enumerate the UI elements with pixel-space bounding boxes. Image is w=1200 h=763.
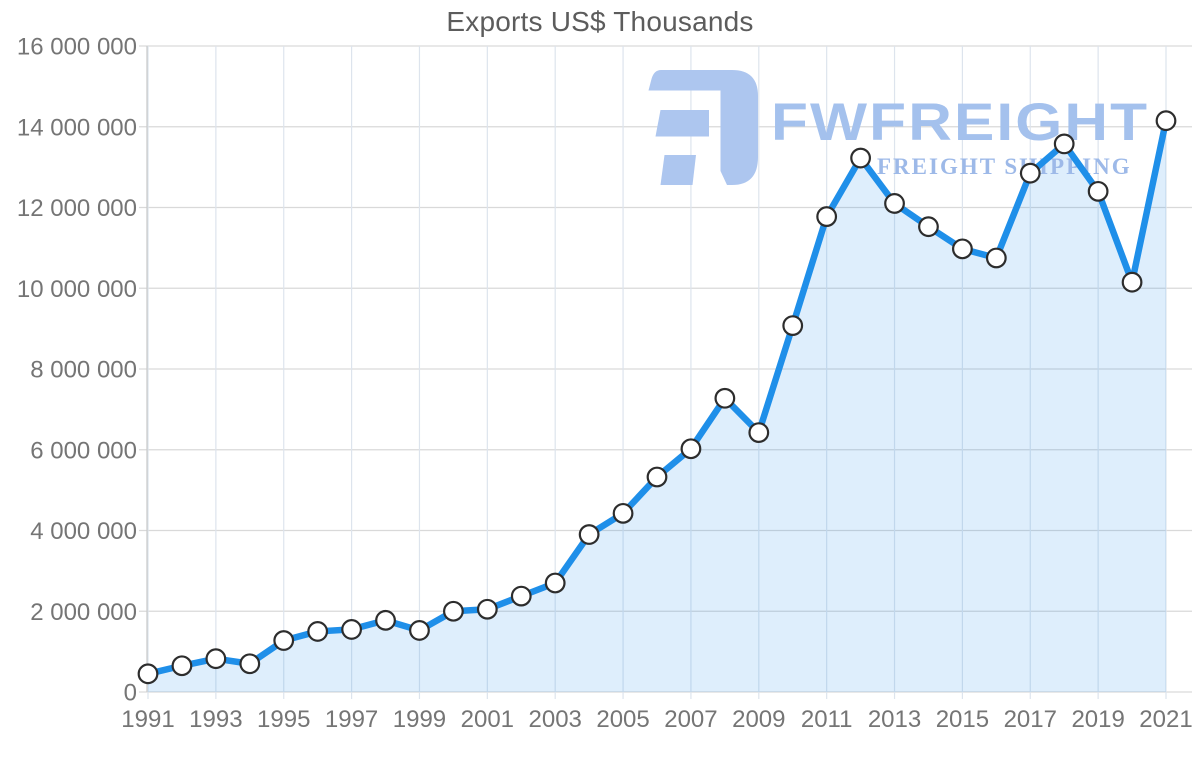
- y-axis-tick-label: 4 000 000: [30, 518, 137, 545]
- x-axis-tick-label: 2019: [1071, 706, 1124, 733]
- area-fill: [148, 120, 1166, 693]
- data-point-1991[interactable]: [137, 663, 159, 685]
- data-point-2003[interactable]: [544, 572, 566, 594]
- data-point-1995[interactable]: [273, 630, 295, 651]
- x-axis-tick-label: 2021: [1139, 706, 1192, 733]
- data-point-2002[interactable]: [510, 585, 532, 607]
- x-axis-tick-label: 2017: [1004, 706, 1057, 733]
- y-axis-tick-label: 10 000 000: [17, 276, 137, 303]
- data-point-2006[interactable]: [646, 466, 668, 488]
- y-axis-tick-label: 12 000 000: [17, 195, 137, 222]
- data-point-1993[interactable]: [205, 648, 227, 670]
- x-axis-tick-label: 1995: [257, 706, 310, 733]
- x-axis-tick-label: 1997: [325, 706, 378, 733]
- chart-title: Exports US$ Thousands: [446, 6, 754, 37]
- data-point-2010[interactable]: [782, 315, 804, 336]
- data-point-2016[interactable]: [985, 247, 1007, 269]
- y-axis-tick-label: 2 000 000: [30, 599, 137, 626]
- data-point-1996[interactable]: [307, 621, 329, 642]
- data-point-1999[interactable]: [409, 620, 430, 641]
- data-point-2000[interactable]: [443, 600, 464, 622]
- y-axis-tick-label: 0: [124, 680, 137, 707]
- data-point-2020[interactable]: [1121, 271, 1143, 293]
- data-point-2007[interactable]: [680, 438, 702, 460]
- data-point-2001[interactable]: [476, 598, 498, 620]
- data-point-1992[interactable]: [171, 655, 193, 677]
- x-axis-tick-label: 2001: [461, 706, 514, 733]
- x-axis-tick-label: 1993: [189, 706, 242, 733]
- series-line: [144, 117, 1170, 678]
- x-axis-tick-label: 2013: [868, 706, 921, 733]
- x-axis-tick-label: 2003: [529, 706, 582, 733]
- data-point-2015[interactable]: [952, 238, 973, 260]
- x-axis-tick-label: 2015: [936, 706, 989, 733]
- data-point-1994[interactable]: [239, 653, 261, 675]
- data-point-2013[interactable]: [884, 193, 905, 214]
- data-point-2018[interactable]: [1053, 133, 1075, 155]
- data-point-2017[interactable]: [1019, 162, 1041, 184]
- data-point-2004[interactable]: [578, 524, 600, 545]
- x-axis-tick-label: 2007: [664, 706, 717, 733]
- x-axis-tick-label: 2009: [732, 706, 785, 733]
- data-point-2012[interactable]: [850, 147, 871, 169]
- y-axis-tick-label: 6 000 000: [30, 437, 137, 464]
- x-axis-tick-label: 2005: [596, 706, 649, 733]
- data-point-2008[interactable]: [714, 387, 736, 409]
- data-point-2005[interactable]: [612, 502, 634, 524]
- data-point-1998[interactable]: [375, 609, 396, 631]
- y-axis-tick-label: 8 000 000: [30, 357, 137, 384]
- y-axis-tick-label: 14 000 000: [17, 114, 137, 141]
- y-axis-tick-label: 16 000 000: [17, 34, 137, 61]
- x-axis-tick-label: 1999: [393, 706, 446, 733]
- data-point-2009[interactable]: [748, 422, 770, 443]
- x-axis-tick-label: 2011: [801, 706, 853, 733]
- x-axis-tick-label: 1991: [121, 706, 174, 733]
- data-point-2014[interactable]: [918, 216, 939, 238]
- data-point-1997[interactable]: [341, 619, 363, 640]
- data-point-2011[interactable]: [816, 206, 838, 227]
- data-point-2021[interactable]: [1155, 110, 1177, 132]
- data-point-2019[interactable]: [1087, 180, 1109, 202]
